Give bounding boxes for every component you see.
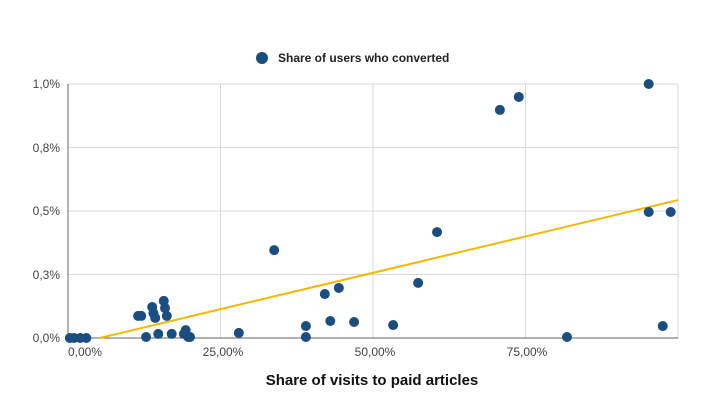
x-tick-label: 0,00% xyxy=(67,345,103,359)
trendline xyxy=(99,199,679,339)
data-point[interactable] xyxy=(150,312,161,323)
data-point[interactable] xyxy=(643,79,654,89)
legend-marker-icon xyxy=(256,52,268,64)
y-tick-label: 1,0% xyxy=(32,77,60,91)
y-tick-label: 0,5% xyxy=(32,204,60,218)
data-point[interactable] xyxy=(319,289,330,300)
y-tick-label: 0,8% xyxy=(32,141,60,155)
data-point[interactable] xyxy=(300,321,311,332)
data-point[interactable] xyxy=(657,321,668,332)
data-point[interactable] xyxy=(159,303,170,314)
y-tick-label: 0,3% xyxy=(32,268,60,282)
data-point[interactable] xyxy=(513,91,524,102)
data-point[interactable] xyxy=(81,333,92,343)
x-tick-label: 25,00% xyxy=(202,345,244,359)
data-point[interactable] xyxy=(388,320,399,331)
data-point[interactable] xyxy=(153,328,164,339)
data-point[interactable] xyxy=(161,310,172,321)
x-tick-label: 50,00% xyxy=(354,345,396,359)
data-point[interactable] xyxy=(561,331,572,342)
x-axis-title: Share of visits to paid articles xyxy=(265,372,479,389)
data-point[interactable] xyxy=(413,277,424,288)
data-point[interactable] xyxy=(166,328,177,339)
data-point[interactable] xyxy=(325,315,336,326)
legend-label: Share of users who converted xyxy=(278,51,450,65)
data-point[interactable] xyxy=(333,282,344,293)
x-tick-label: 75,00% xyxy=(506,345,548,359)
legend[interactable]: Share of users who converted xyxy=(256,51,449,65)
data-point[interactable] xyxy=(643,207,654,218)
data-point[interactable] xyxy=(432,227,443,238)
data-point[interactable] xyxy=(233,327,244,338)
y-tick-label: 0,0% xyxy=(32,331,60,345)
data-point[interactable] xyxy=(665,207,676,218)
data-point[interactable] xyxy=(300,331,311,342)
data-point[interactable] xyxy=(136,310,147,321)
data-point[interactable] xyxy=(494,104,505,115)
data-point[interactable] xyxy=(269,245,280,256)
data-point[interactable] xyxy=(141,331,152,342)
data-point[interactable] xyxy=(185,331,195,342)
data-point[interactable] xyxy=(349,316,360,327)
